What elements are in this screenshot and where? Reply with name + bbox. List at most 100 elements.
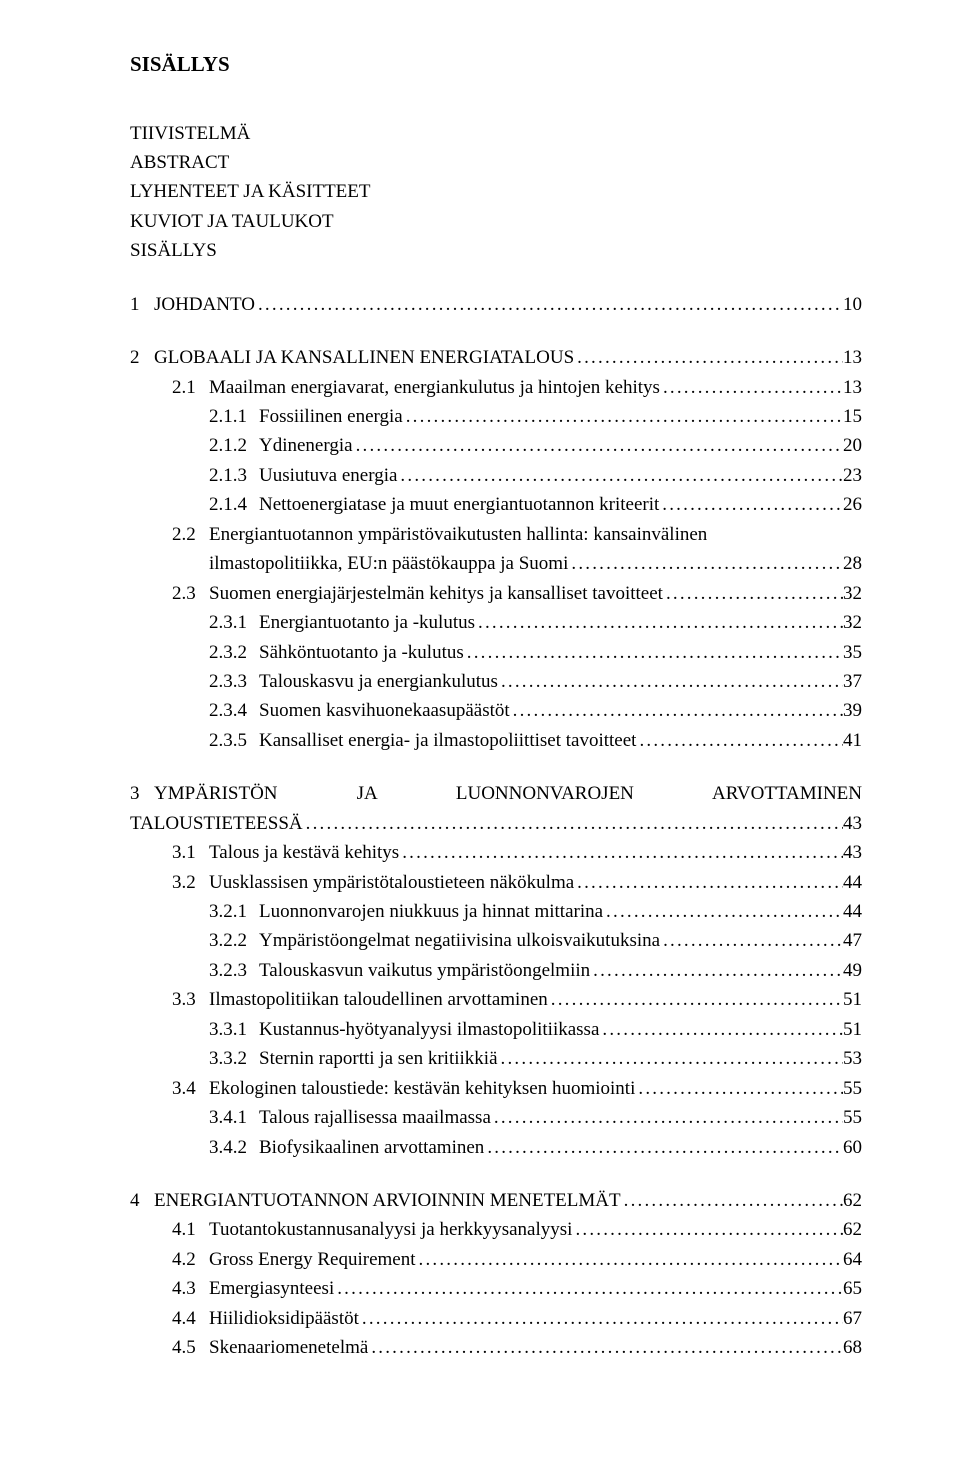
toc-entry: 2.1.1Fossiilinen energia................… xyxy=(130,402,862,431)
toc-number: 4.5 xyxy=(172,1333,209,1362)
toc-entry: 3.2.1Luonnonvarojen niukkuus ja hinnat m… xyxy=(130,897,862,926)
toc-text: Maailman energiavarat, energiankulutus j… xyxy=(209,373,660,402)
toc-page: 67 xyxy=(843,1304,862,1333)
toc-page: 23 xyxy=(843,461,862,490)
toc-number: 2.1.2 xyxy=(209,431,259,460)
toc-page: 39 xyxy=(843,696,862,725)
toc-leader: ........................................… xyxy=(368,1333,843,1362)
toc-page: 43 xyxy=(843,838,862,867)
toc-text: Suomen kasvihuonekaasupäästöt xyxy=(259,696,510,725)
toc-number: 3.1 xyxy=(172,838,209,867)
toc-leader: ........................................… xyxy=(621,1186,843,1215)
toc-number: 2.3.5 xyxy=(209,726,259,755)
toc-page: 32 xyxy=(843,579,862,608)
toc-page: 62 xyxy=(843,1186,862,1215)
page-title: SISÄLLYS xyxy=(130,48,862,81)
toc-text: Talous rajallisessa maailmassa xyxy=(259,1103,491,1132)
toc-number: 3.2.3 xyxy=(209,956,259,985)
toc-leader: ........................................… xyxy=(660,373,843,402)
toc-page: 65 xyxy=(843,1274,862,1303)
toc-number: 2.1 xyxy=(172,373,209,402)
toc-text: Nettoenergiatase ja muut energiantuotann… xyxy=(259,490,659,519)
toc-entry: 2.3.3Talouskasvu ja energiankulutus.....… xyxy=(130,667,862,696)
toc-page: 35 xyxy=(843,638,862,667)
toc-page: 37 xyxy=(843,667,862,696)
toc-leader: ........................................… xyxy=(599,1015,843,1044)
toc-entry: 2.3.1Energiantuotanto ja -kulutus.......… xyxy=(130,608,862,637)
toc-number: 3 xyxy=(130,779,154,808)
toc-text: Luonnonvarojen niukkuus ja hinnat mittar… xyxy=(259,897,603,926)
toc-entry: 4.2Gross Energy Requirement.............… xyxy=(130,1245,862,1274)
toc-entry: 4ENERGIANTUOTANNON ARVIOINNIN MENETELMÄT… xyxy=(130,1186,862,1215)
toc-page: 13 xyxy=(843,373,862,402)
toc-number: 2.2 xyxy=(172,520,209,549)
toc-page: 51 xyxy=(843,985,862,1014)
toc-page: 41 xyxy=(843,726,862,755)
toc-number: 3.3.2 xyxy=(209,1044,259,1073)
toc-text: TALOUSTIETEESSÄ xyxy=(130,809,303,838)
toc-page: 55 xyxy=(843,1074,862,1103)
toc-leader: ........................................… xyxy=(416,1245,844,1274)
toc-entry: 3YMPÄRISTÖN JA LUONNONVAROJEN ARVOTTAMIN… xyxy=(130,779,862,808)
front-item: SISÄLLYS xyxy=(130,236,862,265)
toc-text: Hiilidioksidipäästöt xyxy=(209,1304,359,1333)
toc-number: 2.3.1 xyxy=(209,608,259,637)
toc-page: 10 xyxy=(843,290,862,319)
toc-text: YMPÄRISTÖN JA LUONNONVAROJEN ARVOTTAMINE… xyxy=(154,779,862,808)
toc-number: 4.3 xyxy=(172,1274,209,1303)
toc-entry: 3.2.3Talouskasvun vaikutus ympäristöonge… xyxy=(130,956,862,985)
toc-page: 20 xyxy=(843,431,862,460)
toc-entry: 3.3Ilmastopolitiikan taloudellinen arvot… xyxy=(130,985,862,1014)
toc-leader: ........................................… xyxy=(498,1044,843,1073)
toc-entry: 2.1.2Ydinenergia........................… xyxy=(130,431,862,460)
toc-page: 55 xyxy=(843,1103,862,1132)
toc-leader: ........................................… xyxy=(484,1133,843,1162)
toc-text: Ydinenergia xyxy=(259,431,353,460)
toc-leader: ........................................… xyxy=(574,343,843,372)
toc-number: 2.3.2 xyxy=(209,638,259,667)
toc-leader: ........................................… xyxy=(498,667,843,696)
toc-page: 64 xyxy=(843,1245,862,1274)
toc-entry-cont: TALOUSTIETEESSÄ.........................… xyxy=(130,809,862,838)
toc-leader: ........................................… xyxy=(510,696,843,725)
toc-text: Talouskasvu ja energiankulutus xyxy=(259,667,498,696)
toc-text: ilmastopolitiikka, EU:n päästökauppa ja … xyxy=(209,549,568,578)
front-item: LYHENTEET JA KÄSITTEET xyxy=(130,177,862,206)
toc-text: Energiantuotanto ja -kulutus xyxy=(259,608,475,637)
toc-leader: ........................................… xyxy=(475,608,843,637)
toc-entry: 2.1.4Nettoenergiatase ja muut energiantu… xyxy=(130,490,862,519)
toc-text: Uusiutuva energia xyxy=(259,461,397,490)
toc-number: 3.2.2 xyxy=(209,926,259,955)
front-item: TIIVISTELMÄ xyxy=(130,119,862,148)
toc-text: Energiantuotannon ympäristövaikutusten h… xyxy=(209,520,707,549)
toc-number: 3.4.1 xyxy=(209,1103,259,1132)
toc-number: 3.2 xyxy=(172,868,209,897)
toc-entry: 4.1Tuotantokustannusanalyysi ja herkkyys… xyxy=(130,1215,862,1244)
toc-page: 53 xyxy=(843,1044,862,1073)
toc-leader: ........................................… xyxy=(359,1304,843,1333)
toc-page: 44 xyxy=(843,897,862,926)
toc-number: 2.3.4 xyxy=(209,696,259,725)
toc-page: 28 xyxy=(843,549,862,578)
table-of-contents: 1JOHDANTO...............................… xyxy=(130,290,862,1363)
toc-number: 2 xyxy=(130,343,154,372)
toc-text: Ympäristöongelmat negatiivisina ulkoisva… xyxy=(259,926,660,955)
front-matter: TIIVISTELMÄ ABSTRACT LYHENTEET JA KÄSITT… xyxy=(130,119,862,266)
toc-leader: ........................................… xyxy=(590,956,843,985)
toc-text: Sähköntuotanto ja -kulutus xyxy=(259,638,464,667)
toc-entry: 2.3.2Sähköntuotanto ja -kulutus.........… xyxy=(130,638,862,667)
toc-text: JOHDANTO xyxy=(154,290,255,319)
toc-text: Uusklassisen ympäristötaloustieteen näkö… xyxy=(209,868,574,897)
toc-entry: 4.4Hiilidioksidipäästöt.................… xyxy=(130,1304,862,1333)
toc-page: 47 xyxy=(843,926,862,955)
toc-number: 2.1.4 xyxy=(209,490,259,519)
toc-text: Emergiasynteesi xyxy=(209,1274,334,1303)
toc-page: 32 xyxy=(843,608,862,637)
toc-entry-cont: ilmastopolitiikka, EU:n päästökauppa ja … xyxy=(130,549,862,578)
toc-entry: 3.1Talous ja kestävä kehitys............… xyxy=(130,838,862,867)
toc-leader: ........................................… xyxy=(303,809,843,838)
toc-entry: 4.3Emergiasynteesi......................… xyxy=(130,1274,862,1303)
toc-text: Gross Energy Requirement xyxy=(209,1245,416,1274)
toc-entry: 2.1Maailman energiavarat, energiankulutu… xyxy=(130,373,862,402)
toc-text: Talous ja kestävä kehitys xyxy=(209,838,399,867)
